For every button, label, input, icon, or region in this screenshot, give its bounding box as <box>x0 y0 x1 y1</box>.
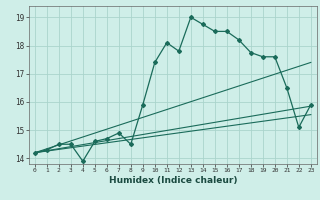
X-axis label: Humidex (Indice chaleur): Humidex (Indice chaleur) <box>108 176 237 185</box>
